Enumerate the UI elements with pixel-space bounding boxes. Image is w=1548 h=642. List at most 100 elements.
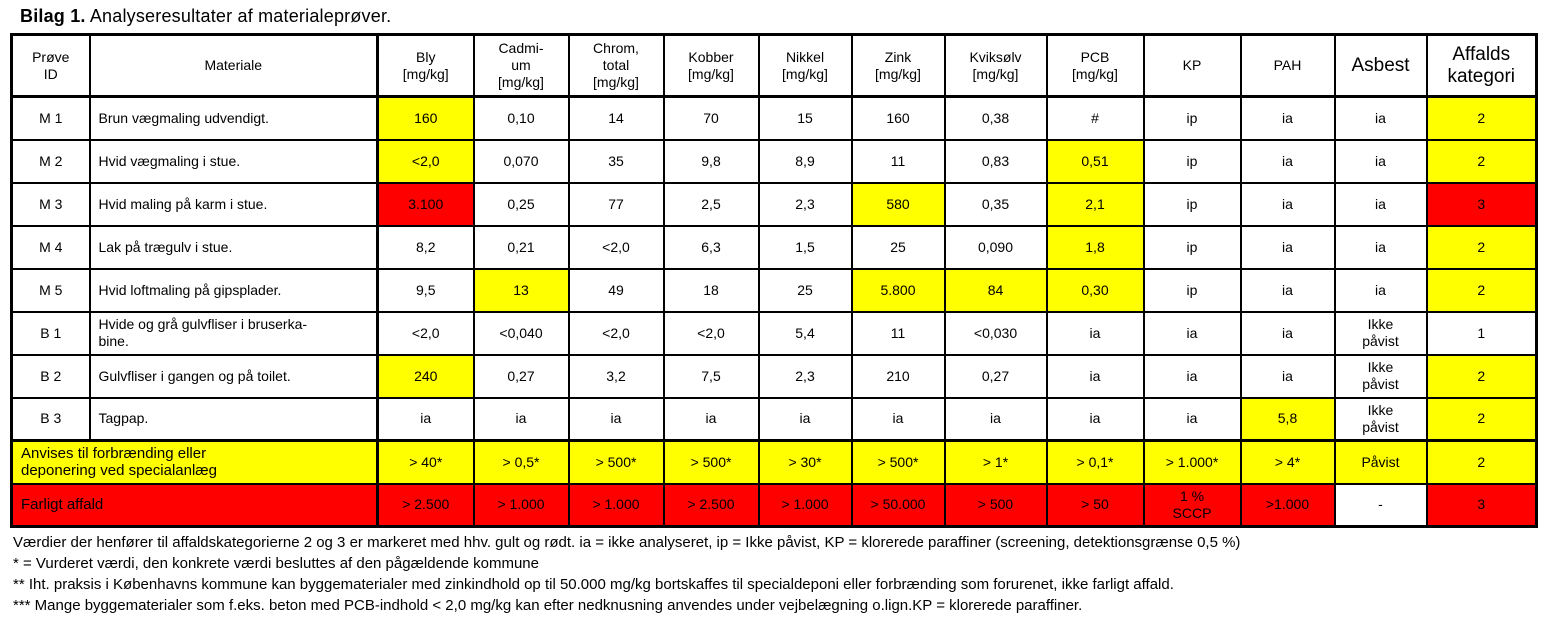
table-row: B 1 Hvide og grå gulvfliser i bruserka- b… [10, 310, 1538, 356]
column-header-zink: Zink [mg/kg] [850, 33, 946, 98]
material-cell: Tagpap. [88, 396, 379, 442]
value-cell: 2 [1425, 95, 1538, 141]
value-cell: 2 [1425, 396, 1538, 442]
limit-row: Anvises til forbrænding eller deponering… [10, 439, 1538, 485]
value-cell: ia [850, 396, 946, 442]
column-header-affaldskategori: Affalds kategori [1425, 33, 1538, 98]
sample-id-cell: M 4 [10, 224, 91, 270]
sample-id-cell: B 3 [10, 396, 91, 442]
value-cell: 13 [472, 267, 570, 313]
table-row: M 1 Brun vægmaling udvendigt. 160 0,10 14 70 1… [10, 95, 1538, 141]
footnotes: Værdier der henfører til affaldskategori… [13, 532, 1548, 616]
limit-row: Farligt affald > 2.500 > 1.000 > 1.000 > 2.5… [10, 482, 1538, 528]
value-cell: 15 [757, 95, 853, 141]
value-cell: 18 [662, 267, 760, 313]
limit-value-cell: > 500* [850, 439, 946, 485]
sample-id-cell: M 2 [10, 138, 91, 184]
page: Bilag 1. Analyseresultater af materialep… [10, 6, 1548, 616]
value-cell: <2,0 [662, 310, 760, 356]
footnote-legend: Værdier der henfører til affaldskategori… [13, 534, 1241, 551]
value-cell: 580 [850, 181, 946, 227]
value-cell: 6,3 [662, 224, 760, 270]
value-cell: 25 [850, 224, 946, 270]
limit-row-label: Anvises til forbrænding eller deponering… [10, 439, 379, 485]
value-cell: 0,83 [943, 138, 1048, 184]
limit-value-cell: > 1.000 [472, 482, 570, 528]
table-row: M 5 Hvid loftmaling på gipsplader. 9,5 13 49… [10, 267, 1538, 313]
sample-id-cell: M 5 [10, 267, 91, 313]
limit-value-cell: > 1.000 [757, 482, 853, 528]
material-cell: Hvid loftmaling på gipsplader. [88, 267, 379, 313]
value-cell: ia [1045, 396, 1145, 442]
value-cell: 3,2 [567, 353, 665, 399]
value-cell: 240 [376, 353, 475, 399]
value-cell: 3 [1425, 181, 1538, 227]
value-cell: 2,3 [757, 181, 853, 227]
sample-id-cell: B 1 [10, 310, 91, 356]
limit-value-cell: > 500* [567, 439, 665, 485]
value-cell: 25 [757, 267, 853, 313]
value-cell: ia [1239, 224, 1336, 270]
material-cell: Hvid vægmaling i stue. [88, 138, 379, 184]
value-cell: ia [1333, 267, 1428, 313]
value-cell: 1 [1425, 310, 1538, 356]
page-title: Bilag 1. Analyseresultater af materialep… [20, 6, 1548, 27]
value-cell: 77 [567, 181, 665, 227]
value-cell: ia [1142, 353, 1242, 399]
value-cell: 2 [1425, 353, 1538, 399]
value-cell: ia [1239, 353, 1336, 399]
value-cell: ia [662, 396, 760, 442]
value-cell: 9,5 [376, 267, 475, 313]
material-cell: Lak på trægulv i stue. [88, 224, 379, 270]
header-row: Prøve ID Materiale Bly [mg/kg] Cadmi- um [m… [10, 33, 1538, 98]
value-cell: 0,27 [472, 353, 570, 399]
value-cell: ia [1333, 181, 1428, 227]
value-cell: 14 [567, 95, 665, 141]
value-cell: ip [1142, 95, 1242, 141]
value-cell: 2 [1425, 138, 1538, 184]
value-cell: ia [1142, 396, 1242, 442]
value-cell: 0,10 [472, 95, 570, 141]
value-cell: 11 [850, 310, 946, 356]
value-cell: <2,0 [376, 310, 475, 356]
column-header-prove-id: Prøve ID [10, 33, 91, 98]
value-cell: ia [1333, 138, 1428, 184]
value-cell: ip [1142, 224, 1242, 270]
value-cell: Ikke påvist [1333, 353, 1428, 399]
value-cell: 0,21 [472, 224, 570, 270]
value-cell: 1,5 [757, 224, 853, 270]
table-row: B 3 Tagpap. ia ia ia ia ia ia ia ia ia 5,8 Ikke påvi… [10, 396, 1538, 442]
column-header-kviksolv: Kviksølv [mg/kg] [943, 33, 1048, 98]
value-cell: ia [1142, 310, 1242, 356]
material-cell: Hvide og grå gulvfliser i bruserka- bine… [88, 310, 379, 356]
limit-value-cell: > 500 [943, 482, 1048, 528]
limit-value-cell: >1.000 [1239, 482, 1336, 528]
value-cell: ia [1045, 353, 1145, 399]
value-cell: ia [757, 396, 853, 442]
value-cell: 84 [943, 267, 1048, 313]
limit-value-cell: > 1* [943, 439, 1048, 485]
value-cell: ip [1142, 267, 1242, 313]
limit-value-cell: > 40* [376, 439, 475, 485]
value-cell: 0,070 [472, 138, 570, 184]
value-cell: 5,8 [1239, 396, 1336, 442]
sample-id-cell: M 3 [10, 181, 91, 227]
limit-value-cell: > 0,1* [1045, 439, 1145, 485]
limit-value-cell: > 2.500 [662, 482, 760, 528]
value-cell: Ikke påvist [1333, 310, 1428, 356]
value-cell: 0,27 [943, 353, 1048, 399]
limit-value-cell: 1 % SCCP [1142, 482, 1242, 528]
column-header-asbest: Asbest [1333, 33, 1428, 98]
limit-value-cell: > 4* [1239, 439, 1336, 485]
limit-value-cell: > 2.500 [376, 482, 475, 528]
value-cell: <2,0 [567, 224, 665, 270]
value-cell: 0,30 [1045, 267, 1145, 313]
limit-value-cell: > 30* [757, 439, 853, 485]
footnote-double-star: ** Iht. praksis i Københavns kommune kan… [13, 576, 1174, 593]
value-cell: ia [1333, 224, 1428, 270]
value-cell: 1,8 [1045, 224, 1145, 270]
value-cell: 0,090 [943, 224, 1048, 270]
column-header-materiale: Materiale [88, 33, 379, 98]
value-cell: 0,51 [1045, 138, 1145, 184]
column-header-chrom-total: Chrom, total [mg/kg] [567, 33, 665, 98]
